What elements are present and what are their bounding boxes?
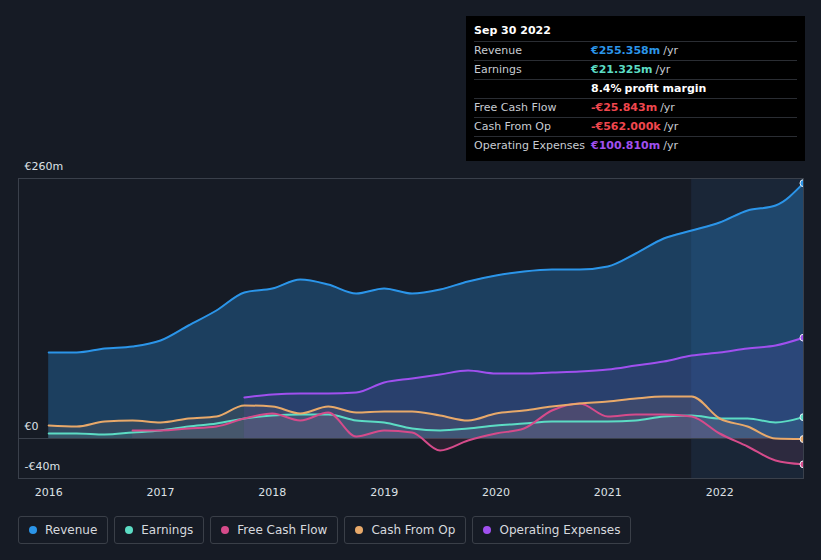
svg-text:€0: €0 [25,420,39,433]
html-text:€100.810m /yr: €100.810m /yr [591,139,678,152]
svg-text:2022: 2022 [706,486,734,499]
html-text:Earnings: Earnings [141,523,194,537]
svg-text:2020: 2020 [482,486,510,499]
html-text:-€25.843m /yr: -€25.843m /yr [591,101,675,114]
html-text:Earnings: Earnings [474,63,522,76]
html-text:Free Cash Flow: Free Cash Flow [237,523,328,537]
html-text:Free Cash Flow: Free Cash Flow [474,101,557,114]
html-text:€255.358m /yr: €255.358m /yr [591,44,678,57]
svg-text:2021: 2021 [594,486,622,499]
html-text:Sep 30 2022: Sep 30 2022 [474,24,551,37]
html-text:8.4% profit margin: 8.4% profit margin [591,82,707,95]
html-text:Revenue: Revenue [474,44,522,57]
html-text:Operating Expenses: Operating Expenses [499,523,621,537]
svg-text:€260m: €260m [25,160,64,173]
svg-text:2019: 2019 [370,486,398,499]
html-text:Revenue: Revenue [45,523,98,537]
svg-text:2016: 2016 [35,486,63,499]
svg-text:-€40m: -€40m [25,460,61,473]
html-text:Operating Expenses: Operating Expenses [474,139,585,152]
html-text:Cash From Op: Cash From Op [474,120,551,133]
html-text:-€562.000k /yr: -€562.000k /yr [591,120,679,133]
svg-text:2018: 2018 [258,486,286,499]
html-text:Cash From Op: Cash From Op [371,523,456,537]
html-text:€21.325m /yr: €21.325m /yr [591,63,671,76]
svg-text:2017: 2017 [147,486,175,499]
